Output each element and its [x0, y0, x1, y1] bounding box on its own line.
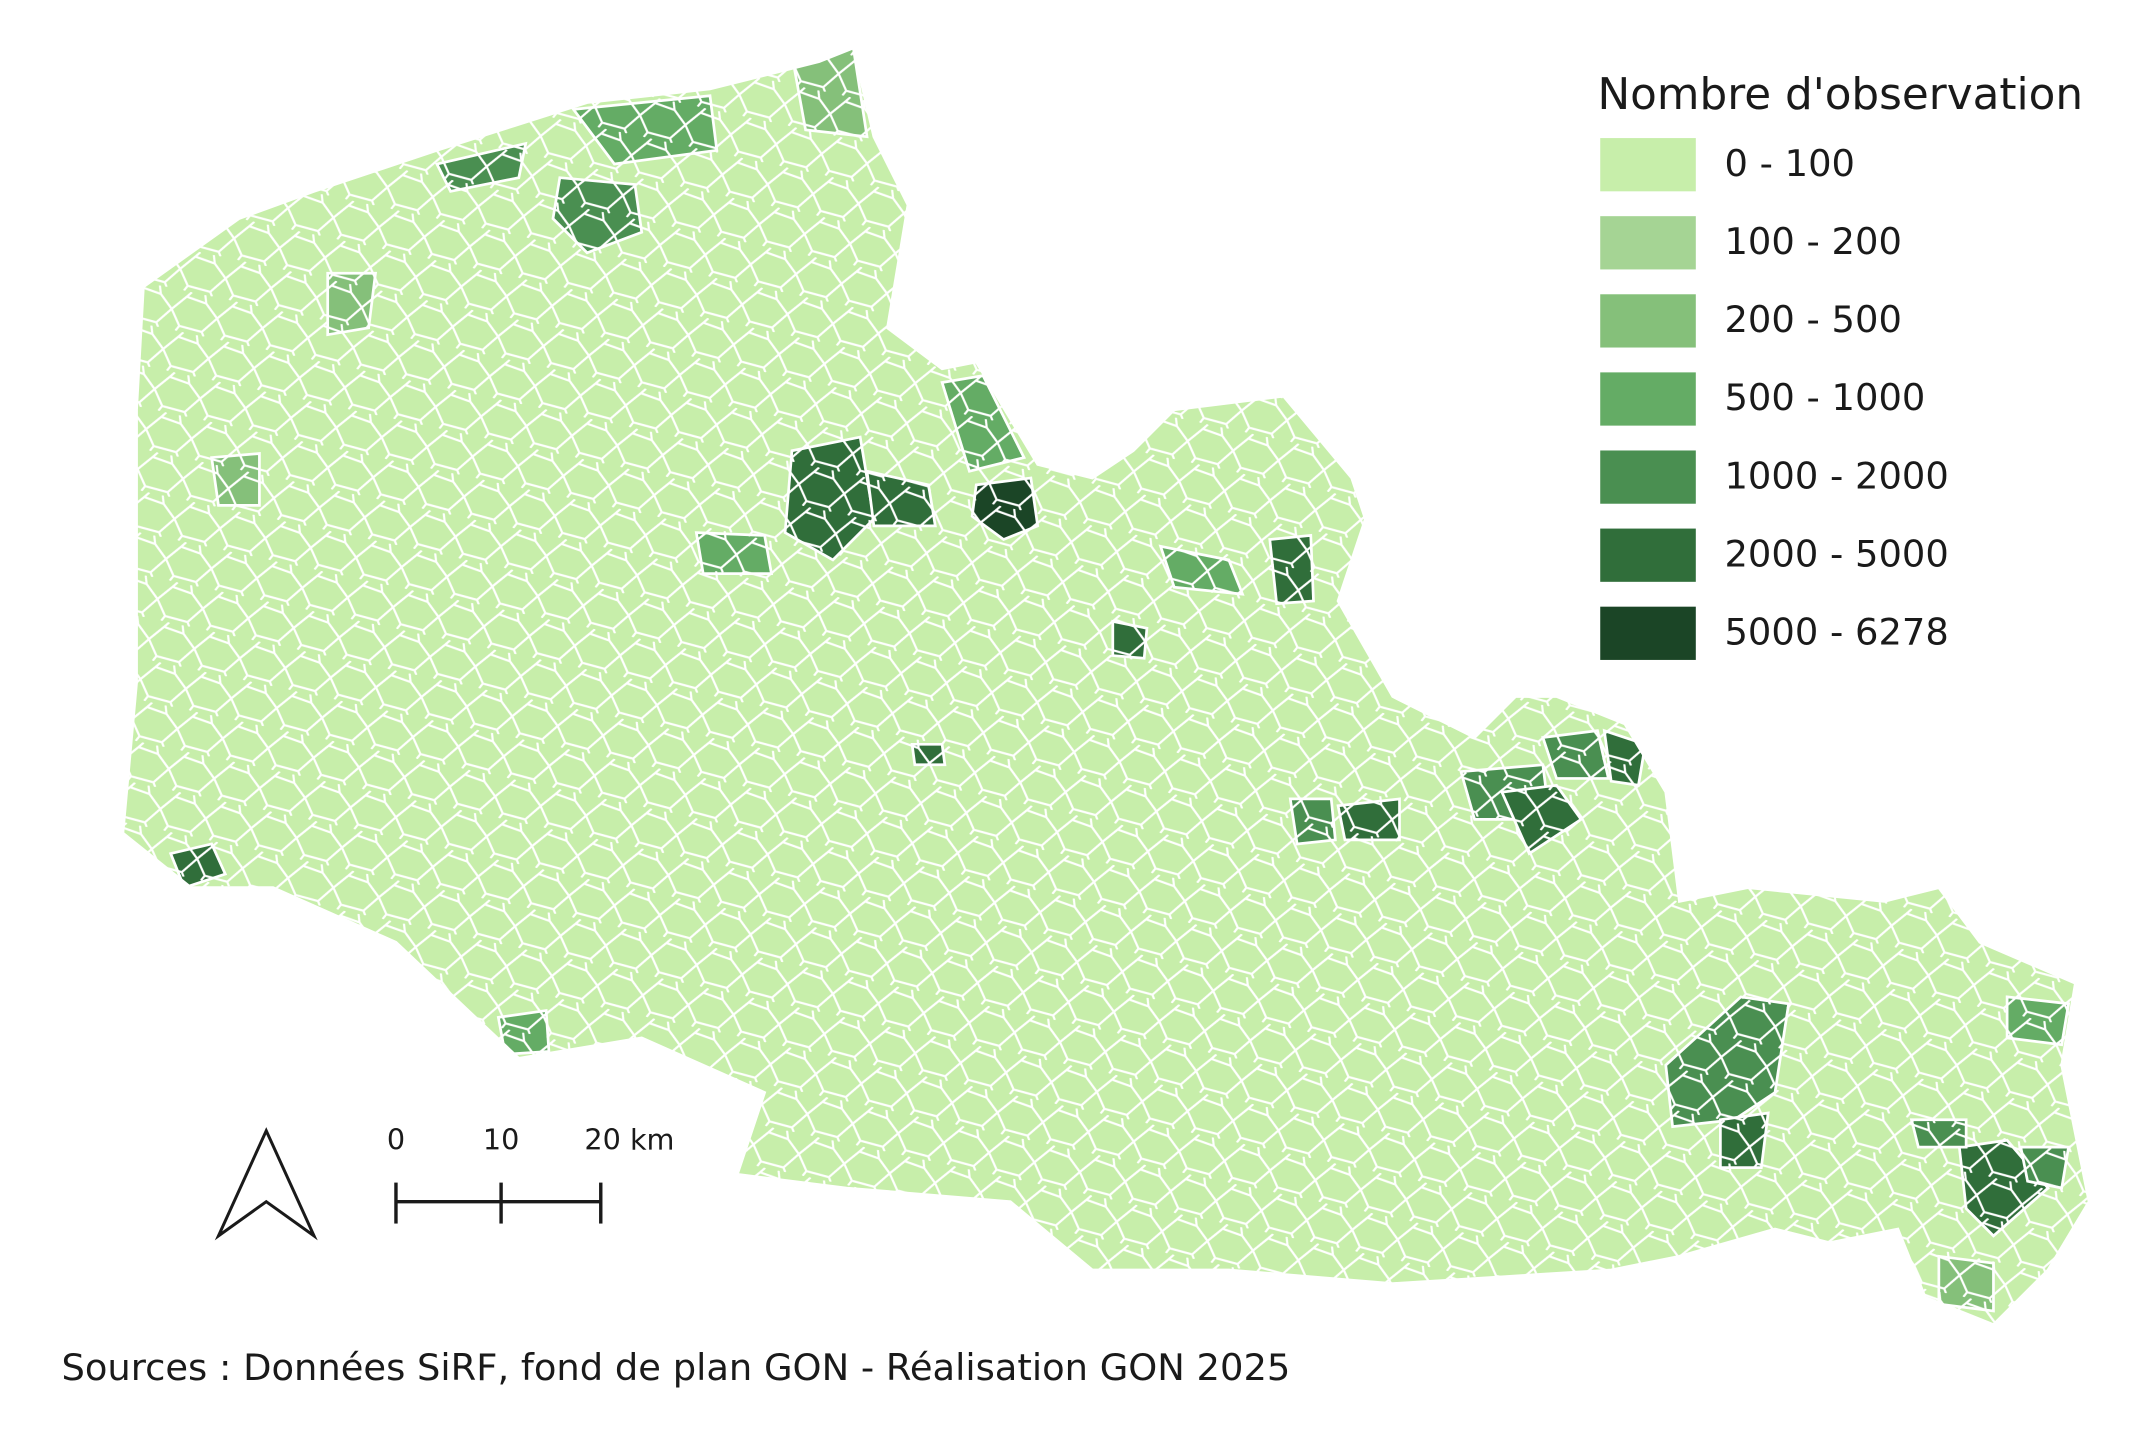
legend-swatch [1600, 606, 1696, 660]
legend-label: 200 - 500 [1724, 298, 1901, 341]
legend-title: Nombre d'observation [1598, 69, 2084, 120]
scale-bar: 0 10 20 km [387, 1123, 674, 1224]
legend-label: 1000 - 2000 [1724, 454, 1948, 497]
legend-label: 2000 - 5000 [1724, 532, 1948, 575]
source-note: Sources : Données SiRF, fond de plan GON… [61, 1346, 1290, 1389]
scale-label: 10 [483, 1123, 519, 1157]
legend: Nombre d'observation 0 - 100 100 - 200 200… [1598, 69, 2084, 660]
legend-swatch [1600, 138, 1696, 192]
legend-label: 5000 - 6278 [1724, 610, 1948, 653]
legend-label: 100 - 200 [1724, 220, 1901, 263]
legend-label: 0 - 100 [1724, 142, 1855, 185]
north-arrow [214, 1127, 318, 1241]
scale-label: 0 [387, 1123, 405, 1157]
legend-swatch [1600, 372, 1696, 426]
legend-swatch [1600, 216, 1696, 270]
legend-swatch [1600, 528, 1696, 582]
legend-label: 500 - 1000 [1724, 376, 1925, 419]
legend-swatch [1600, 294, 1696, 348]
legend-swatch [1600, 450, 1696, 504]
scale-label: 20 km [584, 1123, 674, 1157]
department-outline [121, 46, 2091, 1327]
